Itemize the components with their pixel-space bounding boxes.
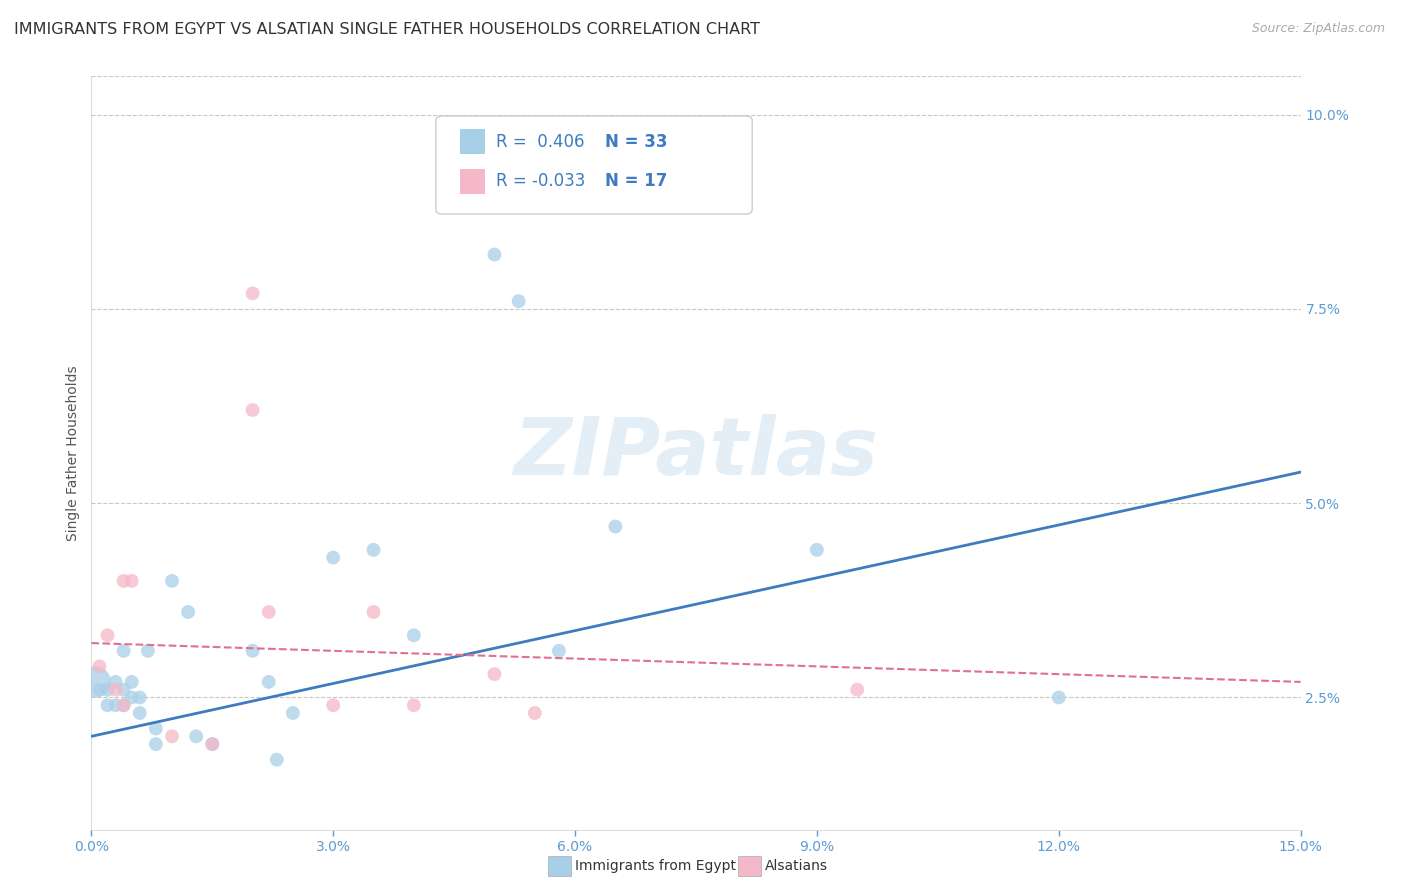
Point <box>605 519 627 533</box>
Point <box>242 286 264 301</box>
Point <box>846 682 869 697</box>
Text: Immigrants from Egypt: Immigrants from Egypt <box>575 859 737 873</box>
Point <box>806 542 828 557</box>
Point <box>84 674 107 689</box>
Text: ZIPatlas: ZIPatlas <box>513 414 879 491</box>
Text: Source: ZipAtlas.com: Source: ZipAtlas.com <box>1251 22 1385 36</box>
Point <box>104 682 127 697</box>
Point <box>112 698 135 713</box>
Point <box>257 605 280 619</box>
Point <box>523 706 546 720</box>
Point <box>177 605 200 619</box>
Point <box>121 690 143 705</box>
Text: R =  0.406: R = 0.406 <box>496 133 585 151</box>
Point <box>508 294 530 309</box>
Point <box>145 737 167 751</box>
Point <box>104 698 127 713</box>
Point <box>363 542 385 557</box>
Point <box>186 729 208 743</box>
Point <box>402 628 425 642</box>
Point <box>266 753 288 767</box>
Point <box>145 722 167 736</box>
Text: IMMIGRANTS FROM EGYPT VS ALSATIAN SINGLE FATHER HOUSEHOLDS CORRELATION CHART: IMMIGRANTS FROM EGYPT VS ALSATIAN SINGLE… <box>14 22 761 37</box>
Point <box>112 682 135 697</box>
Point <box>322 550 344 565</box>
Text: N = 33: N = 33 <box>605 133 666 151</box>
Point <box>160 574 183 588</box>
Point <box>96 682 118 697</box>
Point <box>1047 690 1070 705</box>
Point <box>112 698 135 713</box>
Point <box>201 737 224 751</box>
Point <box>121 674 143 689</box>
Point <box>160 729 183 743</box>
Point <box>257 674 280 689</box>
Point <box>281 706 304 720</box>
Point <box>201 737 224 751</box>
Y-axis label: Single Father Households: Single Father Households <box>66 365 80 541</box>
Point <box>484 247 506 261</box>
Point <box>402 698 425 713</box>
Text: N = 17: N = 17 <box>605 172 666 190</box>
Point <box>242 644 264 658</box>
Point <box>548 644 571 658</box>
Point <box>89 659 111 673</box>
Point <box>121 574 143 588</box>
Point <box>128 706 150 720</box>
Point <box>96 698 118 713</box>
Point <box>89 682 111 697</box>
Point <box>112 644 135 658</box>
Point <box>242 403 264 417</box>
Point <box>96 628 118 642</box>
Text: Alsatians: Alsatians <box>765 859 828 873</box>
Point <box>484 667 506 681</box>
Point <box>136 644 159 658</box>
Text: R = -0.033: R = -0.033 <box>496 172 586 190</box>
Point <box>128 690 150 705</box>
Point <box>322 698 344 713</box>
Point <box>104 674 127 689</box>
Point <box>112 574 135 588</box>
Point <box>363 605 385 619</box>
